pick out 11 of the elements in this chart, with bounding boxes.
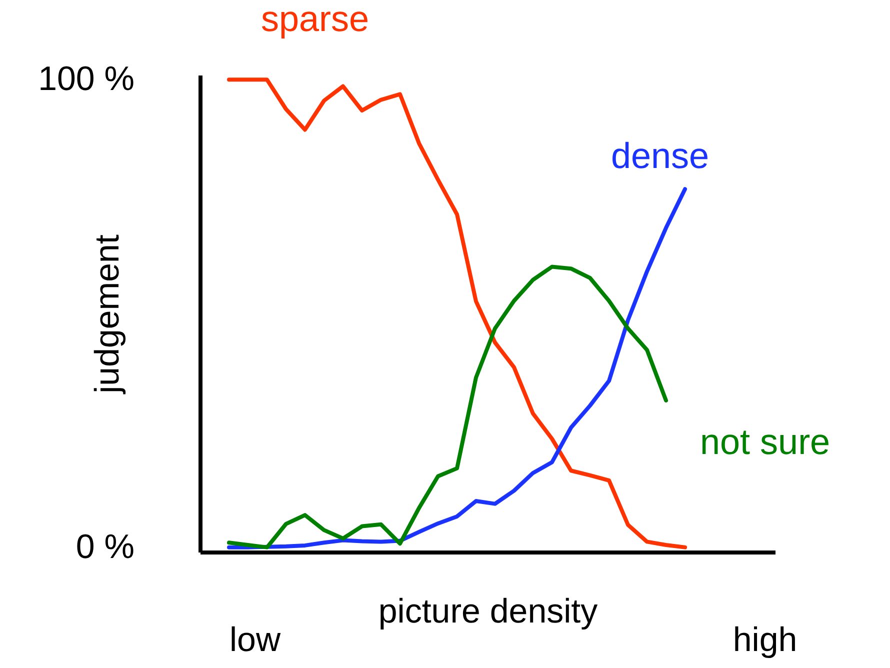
y-axis-title: judgement: [88, 234, 126, 394]
text: low: [229, 621, 281, 659]
text: high: [732, 621, 798, 659]
series-label: dense: [610, 135, 710, 176]
series-label: sparse: [260, 0, 370, 39]
y-tick-label: 0 %: [76, 528, 134, 566]
y-tick-label: 100 %: [38, 60, 134, 98]
line-series: [227, 264, 668, 550]
series-label: not sure: [700, 421, 830, 462]
x-axis-title: picture density: [378, 592, 598, 630]
line-series: [227, 187, 687, 550]
